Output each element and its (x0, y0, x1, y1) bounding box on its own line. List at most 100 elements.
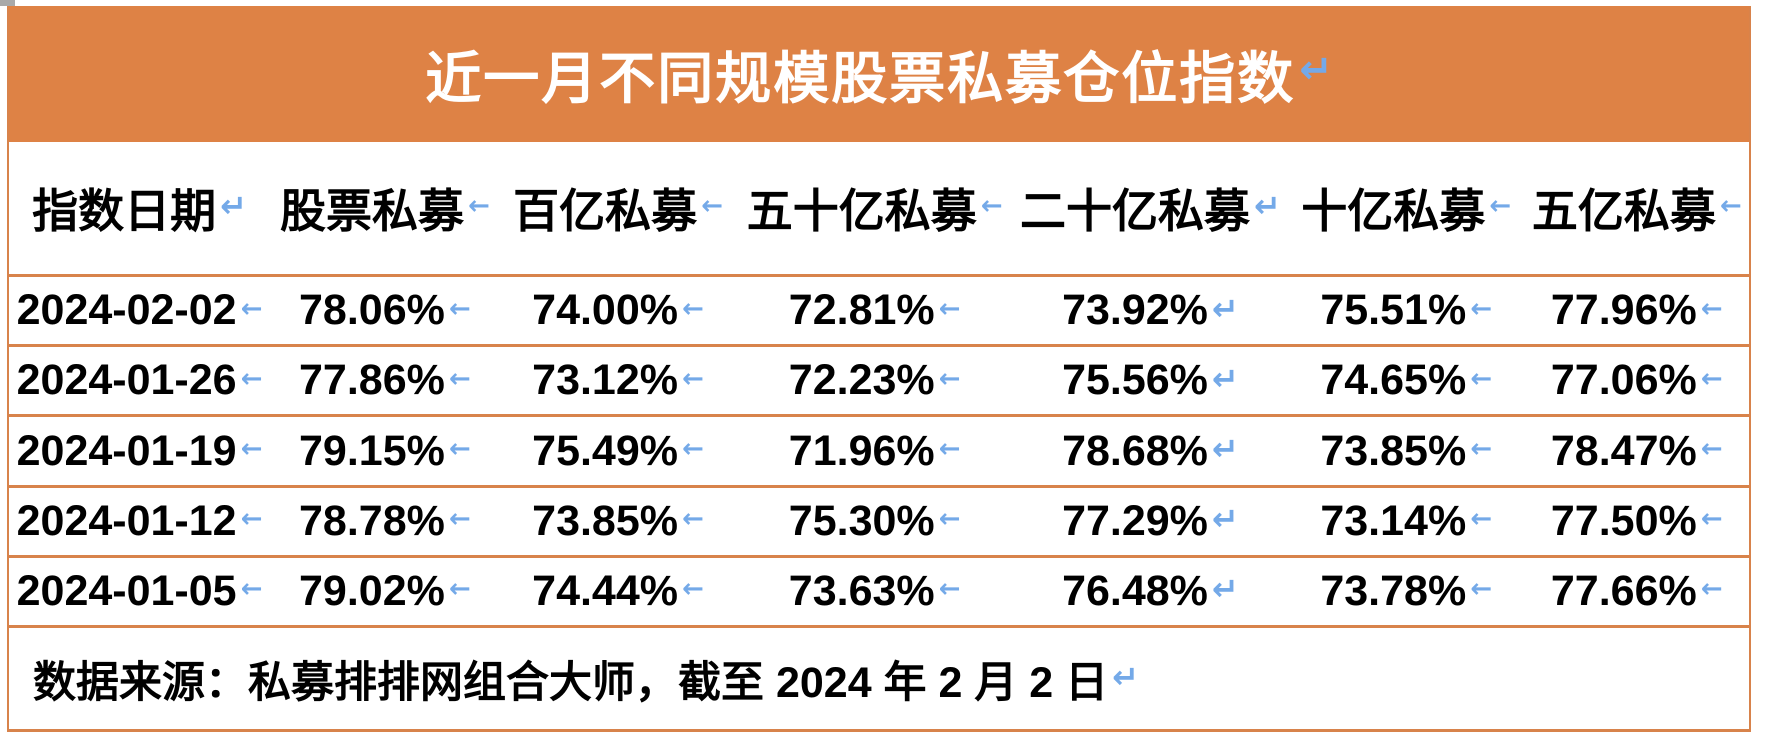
linebreak-arrow-icon: ← (240, 363, 263, 394)
value-cell: 77.50% ← (1524, 497, 1748, 546)
linebreak-arrow-icon: ← (682, 363, 704, 394)
table-row: 2024-01-12 ← 78.78% ← 73.85% ← 75.30% ← 77.29% ↵ 7… (9, 488, 1749, 558)
linebreak-arrow-icon: ← (1700, 574, 1723, 605)
linebreak-arrow-icon: ← (448, 363, 471, 394)
header-cell-label: 二十亿私募 (1020, 185, 1250, 237)
linebreak-arrow-icon: ← (467, 191, 490, 221)
value-cell: 78.06% ← (270, 286, 500, 335)
value-cell-label: 74.44% (532, 566, 678, 615)
value-cell-label: 77.66% (1550, 566, 1697, 615)
value-cell: 72.23% ← (736, 356, 1013, 405)
table-select-handle[interactable] (0, 0, 15, 6)
value-cell-label: 77.29% (1062, 496, 1208, 545)
value-cell-label: 73.85% (1320, 426, 1467, 475)
return-mark-icon: ↵ (1254, 187, 1281, 225)
header-cell-label: 十亿私募 (1301, 185, 1486, 237)
value-cell-label: 72.81% (788, 286, 935, 335)
value-cell-label: 78.47% (1550, 426, 1697, 475)
table-header-row: 指数日期 ↵ 股票私募 ← 百亿私募 ← 五十亿私募 ← 二十亿私募 ↵ 十亿私募 ← 五亿私募 ← (9, 142, 1749, 277)
return-mark-icon: ↵ (1211, 359, 1239, 398)
value-cell: 75.56% ↵ (1013, 356, 1288, 405)
linebreak-arrow-icon: ← (1700, 293, 1723, 324)
date-cell: 2024-02-02 ← (9, 286, 270, 335)
value-cell: 72.81% ← (736, 286, 1013, 335)
linebreak-arrow-icon: ← (448, 504, 471, 535)
value-cell: 73.12% ← (500, 356, 737, 405)
value-cell-label: 73.92% (1062, 286, 1208, 335)
value-cell-label: 73.63% (788, 566, 935, 615)
page-title: 近一月不同规模股票私募仓位指数 (425, 46, 1296, 110)
linebreak-arrow-icon: ← (701, 191, 723, 221)
value-cell: 78.68% ↵ (1013, 427, 1288, 476)
value-cell-label: 73.78% (1320, 566, 1467, 615)
linebreak-arrow-icon: ← (1700, 504, 1723, 535)
value-cell: 74.00% ← (500, 286, 737, 335)
value-cell-label: 73.14% (1320, 496, 1467, 545)
linebreak-arrow-icon: ← (240, 504, 263, 535)
value-cell-label: 71.96% (788, 426, 935, 475)
date-cell: 2024-01-19 ← (9, 427, 270, 476)
date-cell-label: 2024-01-05 (16, 566, 237, 615)
table-row: 2024-02-02 ← 78.06% ← 74.00% ← 72.81% ← 73.92% ↵ 7… (9, 277, 1749, 348)
header-cell: 十亿私募 ← (1288, 175, 1525, 241)
date-cell: 2024-01-26 ← (9, 356, 270, 405)
return-mark-icon: ↵ (1211, 289, 1239, 328)
value-cell: 73.92% ↵ (1013, 286, 1288, 335)
value-cell-label: 74.00% (532, 286, 678, 335)
linebreak-arrow-icon: ← (1719, 191, 1742, 221)
linebreak-arrow-icon: ← (448, 434, 471, 464)
value-cell-label: 77.06% (1550, 356, 1697, 405)
date-cell-label: 2024-01-12 (16, 496, 237, 545)
date-cell-label: 2024-01-26 (16, 356, 237, 405)
value-cell-label: 77.86% (299, 356, 445, 405)
table-row: 2024-01-19 ← 79.15% ← 75.49% ← 71.96% ← 78.68% ↵ 7… (9, 417, 1749, 488)
table-body: 2024-02-02 ← 78.06% ← 74.00% ← 72.81% ← 73.92% ↵ 7… (9, 277, 1749, 629)
linebreak-arrow-icon: ← (938, 574, 961, 605)
linebreak-arrow-icon: ← (240, 434, 263, 464)
value-cell: 79.15% ← (270, 427, 500, 476)
value-cell: 78.47% ← (1524, 427, 1748, 476)
value-cell: 77.86% ← (270, 356, 500, 405)
value-cell: 75.51% ← (1288, 286, 1525, 335)
value-cell-label: 79.02% (299, 566, 445, 615)
linebreak-arrow-icon: ← (682, 574, 704, 605)
header-cell-label: 百亿私募 (513, 185, 698, 237)
value-cell-label: 77.96% (1550, 286, 1697, 335)
linebreak-arrow-icon: ← (1700, 434, 1723, 464)
date-cell: 2024-01-12 ← (9, 497, 270, 546)
value-cell: 74.44% ← (500, 567, 737, 616)
linebreak-arrow-icon: ← (682, 434, 704, 464)
linebreak-arrow-icon: ← (1470, 434, 1492, 464)
value-cell: 77.96% ← (1524, 286, 1748, 335)
linebreak-arrow-icon: ← (938, 434, 961, 464)
value-cell-label: 78.68% (1062, 426, 1208, 475)
value-cell: 75.49% ← (500, 427, 737, 476)
header-cell: 百亿私募 ← (500, 175, 737, 241)
value-cell: 73.63% ← (736, 567, 1013, 616)
value-cell: 77.29% ↵ (1013, 497, 1288, 546)
value-cell-label: 75.51% (1320, 286, 1467, 335)
header-cell: 五十亿私募 ← (736, 175, 1013, 241)
value-cell: 74.65% ← (1288, 356, 1525, 405)
value-cell: 71.96% ← (736, 427, 1013, 476)
linebreak-arrow-icon: ← (938, 504, 961, 535)
data-source-row: 数据来源：私募排排网组合大师，截至 2024 年 2 月 2 日 ↵ (9, 628, 1749, 729)
linebreak-arrow-icon: ← (240, 574, 263, 605)
header-cell-label: 五十亿私募 (746, 185, 977, 237)
value-cell-label: 73.12% (532, 356, 678, 405)
value-cell: 75.30% ← (736, 497, 1013, 546)
linebreak-arrow-icon: ← (1489, 191, 1512, 221)
position-index-table: 近一月不同规模股票私募仓位指数 ↵ 指数日期 ↵ 股票私募 ← 百亿私募 ← 五十亿私募 ← 二… (7, 6, 1751, 732)
date-cell-label: 2024-01-19 (16, 426, 237, 475)
value-cell-label: 75.56% (1062, 356, 1208, 405)
date-cell-label: 2024-02-02 (16, 286, 237, 335)
value-cell-label: 78.06% (299, 286, 445, 335)
value-cell: 73.78% ← (1288, 567, 1525, 616)
return-mark-icon: ↵ (1211, 500, 1239, 539)
value-cell-label: 77.50% (1550, 496, 1697, 545)
value-cell-label: 75.30% (788, 496, 935, 545)
return-mark-icon: ↵ (1211, 430, 1239, 468)
value-cell: 73.14% ← (1288, 497, 1525, 546)
linebreak-arrow-icon: ← (448, 293, 471, 324)
